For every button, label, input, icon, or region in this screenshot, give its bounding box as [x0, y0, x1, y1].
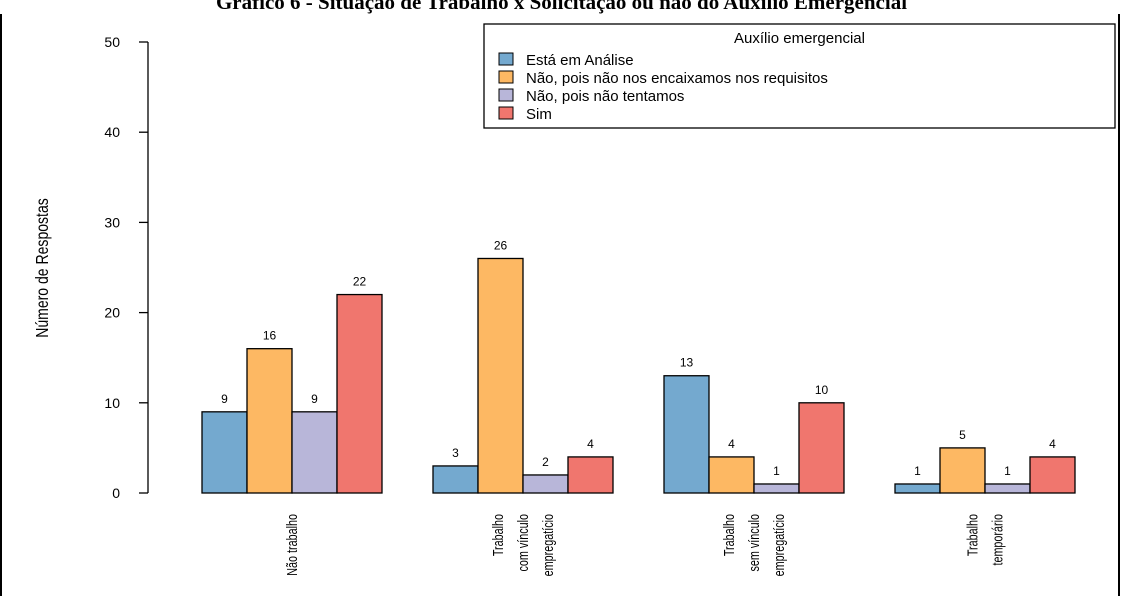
data-label: 16 — [263, 329, 277, 343]
bar — [894, 483, 941, 494]
x-tick-label: Não trabalho — [283, 514, 300, 576]
bar — [477, 257, 524, 494]
x-tick-label: empregatício — [539, 514, 556, 576]
legend-swatch — [498, 52, 514, 66]
data-label: 9 — [221, 392, 228, 406]
legend-swatch — [498, 88, 514, 102]
bar — [939, 447, 986, 494]
bar — [753, 483, 800, 494]
y-tick-label: 10 — [104, 395, 120, 411]
legend-entry: Não, pois não nos encaixamos nos requisi… — [526, 70, 828, 87]
bar — [201, 411, 248, 494]
data-label: 4 — [587, 437, 594, 451]
y-axis-label: Número de Respostas — [32, 198, 52, 338]
y-tick-label: 40 — [104, 124, 120, 140]
y-tick-label: 30 — [104, 214, 120, 230]
x-tick-label: Trabalho — [964, 514, 981, 556]
chart-frame — [0, 14, 1120, 596]
x-tick-label: Trabalho — [720, 514, 737, 556]
data-label: 1 — [773, 464, 780, 478]
legend-swatch — [498, 106, 514, 120]
y-tick-label: 0 — [112, 485, 120, 501]
legend-swatch — [498, 70, 514, 84]
bar — [798, 402, 845, 494]
data-label: 4 — [1049, 437, 1056, 451]
bar — [336, 293, 383, 494]
bar — [663, 375, 710, 494]
data-label: 13 — [680, 356, 694, 370]
bar — [1029, 456, 1076, 494]
data-label: 26 — [494, 238, 508, 252]
bar — [708, 456, 755, 494]
x-tick-label: temporário — [989, 514, 1006, 566]
data-label: 4 — [728, 437, 735, 451]
legend-box — [483, 23, 1116, 129]
data-label: 1 — [1004, 464, 1011, 478]
bar — [984, 483, 1031, 494]
data-label: 2 — [542, 455, 549, 469]
chart-title: Gráfico 6 - Situação de Trabalho x Solic… — [215, 0, 908, 14]
y-tick-label: 20 — [104, 305, 120, 321]
data-label: 22 — [353, 275, 367, 289]
bar — [291, 411, 338, 494]
data-label: 3 — [452, 446, 459, 460]
legend-entry: Não, pois não tentamos — [526, 88, 684, 105]
bar — [522, 474, 569, 494]
data-label: 5 — [959, 428, 966, 442]
legend-entry: Sim — [526, 106, 552, 123]
x-tick-label: sem vínculo — [745, 514, 762, 572]
x-tick-label: empregatício — [770, 514, 787, 576]
y-tick-label: 50 — [104, 34, 120, 50]
legend-entry: Está em Análise — [526, 52, 634, 69]
legend-title: Auxílio emergencial — [734, 30, 865, 47]
bar — [567, 456, 614, 494]
x-tick-label: Trabalho — [489, 514, 506, 556]
data-label: 10 — [815, 383, 829, 397]
bar — [246, 348, 293, 494]
data-label: 1 — [914, 464, 921, 478]
x-tick-label: com vínculo — [514, 514, 531, 572]
data-label: 9 — [311, 392, 318, 406]
bar — [432, 465, 479, 494]
